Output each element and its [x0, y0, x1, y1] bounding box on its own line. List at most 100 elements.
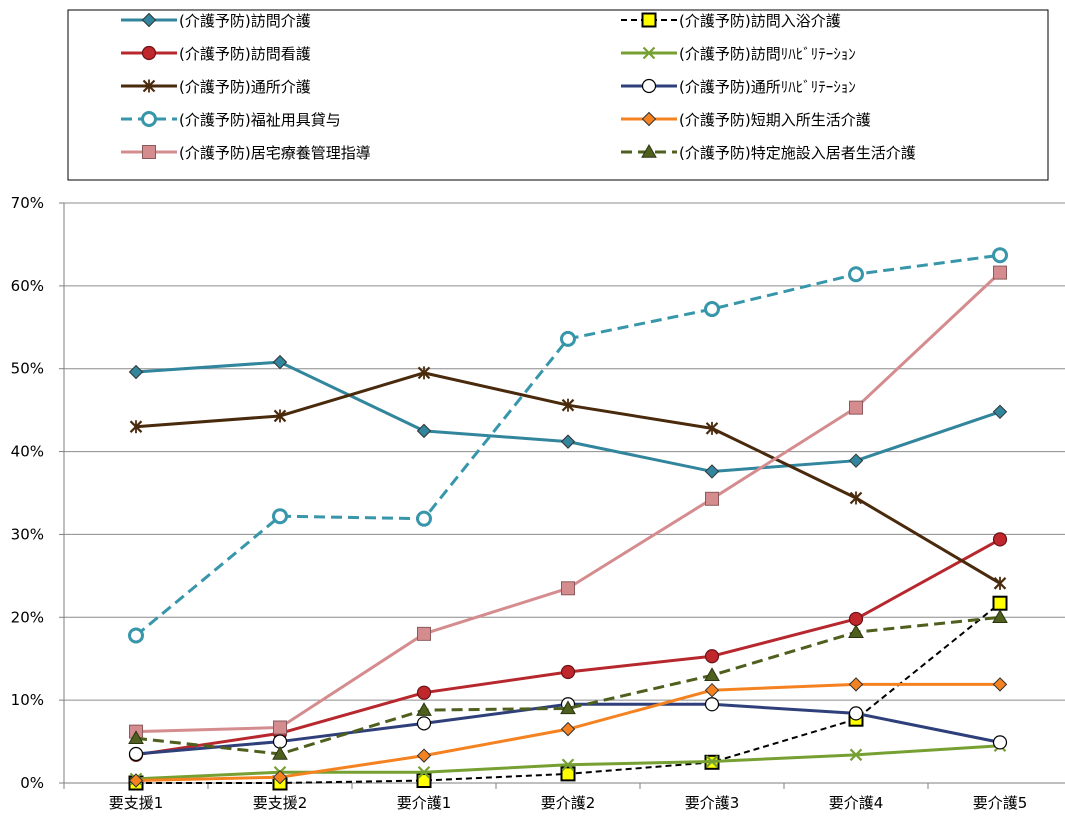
gridlines: [64, 202, 1065, 701]
legend-marker: [141, 45, 157, 61]
data-point: [704, 464, 720, 479]
data-point: [128, 773, 144, 788]
data-point: [416, 510, 432, 527]
legend-item: (介護予防)通所ﾘﾊﾋﾞﾘﾃｰｼｮﾝ: [621, 78, 856, 96]
y-tick-label: 10%: [11, 691, 44, 709]
y-tick-label: 0%: [20, 774, 44, 792]
plot-area: [128, 247, 1008, 791]
data-point: [849, 491, 863, 505]
series-10: [128, 609, 1008, 760]
x-tick-label: 要介護4: [829, 794, 884, 812]
data-point: [129, 420, 143, 434]
data-point: [992, 735, 1008, 750]
x-tick-label: 要介護3: [685, 794, 740, 812]
data-point: [128, 627, 144, 644]
legend-item: (介護予防)居宅療養管理指導: [121, 144, 371, 162]
legend-item: (介護予防)特定施設入居者生活介護: [621, 143, 916, 162]
legend-box: [67, 9, 1049, 181]
data-point: [416, 702, 432, 716]
x-tick-label: 要介護5: [973, 794, 1028, 812]
data-point-stroke-b: [561, 758, 575, 772]
legend-marker: [142, 145, 156, 159]
series-7: [128, 247, 1008, 644]
series-1: [128, 354, 1008, 479]
legend-marker: [142, 79, 156, 93]
data-point: [560, 664, 576, 680]
y-tick-label: 40%: [11, 443, 44, 461]
data-point: [560, 700, 576, 715]
legend-item: (介護予防)訪問看護: [121, 45, 311, 63]
legend-item: (介護予防)福祉用具貸与: [121, 111, 341, 129]
x-tick-label: 要支援1: [109, 794, 164, 812]
data-point: [128, 746, 144, 762]
data-point: [704, 649, 720, 664]
legend-label: (介護予防)特定施設入居者生活介護: [679, 144, 916, 162]
data-point: [705, 421, 719, 435]
data-point: [704, 301, 720, 318]
legend-item: (介護予防)短期入所生活介護: [621, 111, 871, 129]
data-point: [992, 532, 1008, 547]
data-point: [848, 677, 864, 692]
legend-item: (介護予防)訪問介護: [121, 12, 311, 30]
data-point: [417, 366, 431, 380]
legend-label: (介護予防)訪問ﾘﾊﾋﾞﾘﾃｰｼｮﾝ: [679, 45, 856, 63]
data-point: [273, 409, 287, 423]
legend-label: (介護予防)訪問看護: [179, 45, 311, 63]
data-point: [416, 423, 432, 439]
legend-marker: [141, 111, 157, 127]
data-point: [992, 247, 1008, 264]
legend-label: (介護予防)通所ﾘﾊﾋﾞﾘﾃｰｼｮﾝ: [679, 78, 856, 96]
series-5: [129, 366, 1007, 590]
data-point: [993, 576, 1007, 590]
series-2: [128, 595, 1008, 791]
legend-marker: [641, 12, 657, 28]
data-point: [705, 755, 719, 768]
data-point: [561, 581, 575, 596]
data-point: [128, 364, 144, 380]
data-point: [417, 626, 431, 641]
legend-label: (介護予防)居宅療養管理指導: [179, 144, 371, 162]
legend-item: (介護予防)通所介護: [121, 78, 311, 96]
data-point: [993, 265, 1007, 280]
data-point: [992, 595, 1008, 611]
legend-item: (介護予防)訪問ﾘﾊﾋﾞﾘﾃｰｼｮﾝ: [621, 45, 856, 63]
data-point: [848, 611, 864, 627]
data-point: [273, 720, 287, 735]
data-point: [272, 745, 288, 760]
data-point: [560, 766, 576, 782]
data-point: [416, 773, 432, 789]
data-point: [848, 453, 864, 468]
data-point: [560, 434, 576, 449]
data-point: [704, 682, 720, 698]
data-point: [416, 748, 432, 763]
data-point-stroke-b: [849, 748, 863, 762]
legend-label: (介護予防)短期入所生活介護: [679, 111, 871, 129]
data-point: [560, 721, 576, 737]
legend-label: (介護予防)福祉用具貸与: [179, 111, 341, 129]
data-point: [272, 508, 288, 525]
series-8: [128, 677, 1008, 788]
legend-marker: [141, 12, 157, 28]
data-point: [848, 624, 864, 638]
data-point: [848, 706, 864, 721]
data-point: [992, 404, 1008, 420]
data-point-stroke-b: [417, 765, 431, 779]
x-axis: 要支援1 要支援2 要介護1 要介護2 要介護3 要介護4 要介護5: [63, 782, 1065, 812]
legend-marker: [641, 78, 657, 94]
legend-label: (介護予防)訪問介護: [179, 12, 311, 30]
x-tick-label: 要支援2: [253, 794, 308, 812]
y-tick-label: 50%: [11, 360, 44, 378]
legend-marker-stroke-b: [642, 46, 656, 60]
data-point: [560, 330, 576, 347]
data-point: [272, 769, 288, 785]
data-point: [849, 400, 863, 415]
data-point: [992, 677, 1008, 692]
y-tick-label: 70%: [11, 194, 44, 212]
y-tick-label: 60%: [11, 277, 44, 295]
data-point: [561, 398, 575, 412]
x-tick-label: 要介護2: [541, 794, 596, 812]
data-point: [704, 667, 720, 682]
data-point: [705, 491, 719, 506]
legend: (介護予防)訪問介護 (介護予防)訪問入浴介護 (介護予防)訪問看護 (介護予防)訪問…: [121, 12, 916, 162]
